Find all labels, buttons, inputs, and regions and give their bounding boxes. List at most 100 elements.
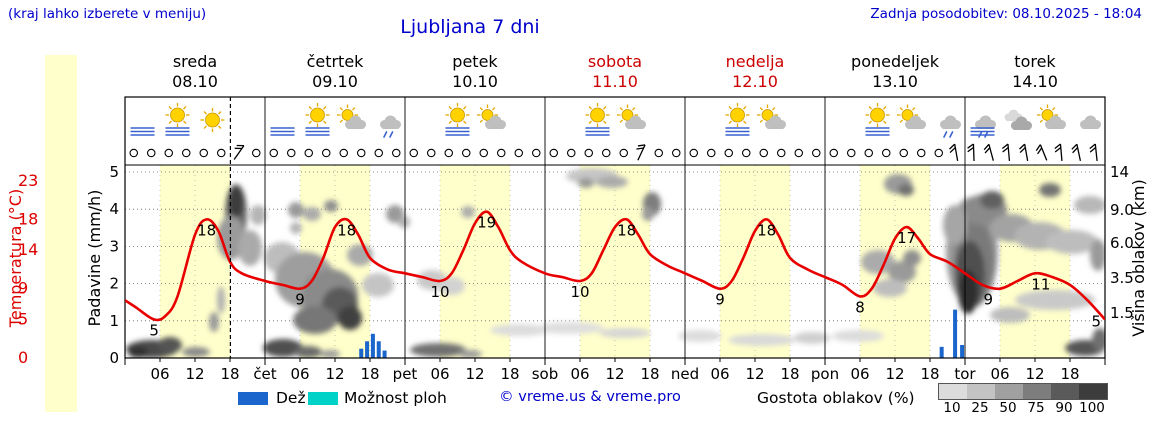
svg-text:9: 9: [984, 291, 994, 309]
weather-icon-moon: [556, 112, 565, 128]
calm-wind-icon: [601, 148, 611, 158]
wind-barb-icon: [1001, 143, 1011, 162]
calm-wind-icon: [339, 148, 348, 158]
copyright-link[interactable]: © vreme.us & vreme.pro: [499, 389, 681, 405]
density-segment: [967, 384, 995, 399]
svg-text:18: 18: [617, 221, 636, 239]
density-segment: [995, 384, 1023, 399]
svg-text:9: 9: [295, 291, 305, 309]
height-ticks: 14 9.0 6.0 3.5 1.5: [1110, 163, 1134, 322]
weather-icon-moon-cloud-rain: [378, 109, 401, 138]
weather-icon-sun-fog: [865, 103, 890, 136]
calm-wind-icon: [269, 148, 278, 158]
svg-text:18: 18: [780, 365, 799, 383]
calm-wind-icon: [286, 148, 296, 158]
weather-icon-moon-cloud-rain: [938, 109, 961, 138]
wind-barb-icon: [1071, 143, 1082, 161]
svg-text:1.5: 1.5: [1110, 304, 1134, 322]
page-title: Ljubljana 7 dni: [400, 16, 540, 38]
svg-text:5: 5: [149, 322, 159, 340]
svg-text:23: 23: [18, 171, 38, 190]
calm-wind-icon: [671, 148, 681, 158]
calm-wind-icon: [899, 148, 908, 158]
calm-wind-icon: [619, 148, 628, 158]
weather-icon-sun-cloud: [1037, 104, 1066, 129]
calm-wind-icon: [321, 148, 331, 158]
weather-icon-cloud2: [1004, 109, 1032, 130]
svg-text:1: 1: [109, 312, 119, 330]
calm-wind-icon: [654, 148, 663, 158]
svg-text:5: 5: [109, 163, 119, 181]
weather-icon-sun-fog: [585, 103, 610, 136]
svg-text:14: 14: [18, 240, 38, 259]
wind-barb-icon: [636, 144, 646, 161]
svg-text:12: 12: [185, 365, 204, 383]
wind-barb-icon: [1089, 143, 1098, 162]
density-tick-label: 50: [999, 400, 1017, 416]
svg-text:pon: pon: [811, 365, 839, 383]
svg-text:06: 06: [710, 365, 729, 383]
weather-icon-sun-fog: [725, 103, 750, 136]
svg-text:pet: pet: [393, 365, 418, 383]
calm-wind-icon: [811, 148, 821, 158]
density-tick-label: 100: [1079, 400, 1105, 416]
calm-wind-icon: [584, 148, 593, 158]
last-update: Zadnja posodobitev: 08.10.2025 - 18:04: [870, 6, 1142, 22]
density-segment: [1023, 384, 1051, 399]
calm-wind-icon: [461, 148, 471, 158]
svg-text:17: 17: [897, 229, 916, 247]
svg-text:14: 14: [1110, 163, 1129, 181]
weather-icon-sun-fog: [305, 103, 330, 136]
svg-text:06: 06: [850, 365, 869, 383]
svg-text:19: 19: [477, 214, 496, 232]
svg-text:06: 06: [990, 365, 1009, 383]
precip-bars: [359, 309, 965, 358]
calm-wind-icon: [846, 148, 856, 158]
weather-icon-moon: [801, 112, 810, 128]
wind-barb-icon: [967, 143, 975, 162]
weather-icon-moon: [836, 112, 845, 128]
svg-text:18: 18: [757, 221, 776, 239]
svg-text:18: 18: [500, 365, 519, 383]
svg-text:3: 3: [109, 237, 119, 255]
svg-text:9: 9: [715, 291, 725, 309]
weather-icon-sun-cloud: [617, 104, 646, 129]
svg-text:4: 4: [109, 200, 119, 218]
calm-wind-icon: [304, 148, 313, 158]
density-tick-label: 10: [943, 400, 961, 416]
svg-text:12: 12: [885, 365, 904, 383]
weather-icon-sun-fog: [165, 103, 190, 136]
weather-icon-moon: [661, 112, 670, 128]
density-segment: [1079, 384, 1107, 399]
svg-text:12: 12: [605, 365, 624, 383]
weather-icon-sun-cloud: [477, 104, 506, 129]
density-tick-label: 75: [1027, 400, 1045, 416]
svg-text:10: 10: [430, 283, 449, 301]
svg-text:9: 9: [18, 279, 28, 298]
calm-wind-icon: [182, 148, 191, 158]
calm-wind-icon: [864, 148, 873, 158]
weather-icon-moon: [241, 112, 250, 128]
showers-legend-label: Možnost ploh: [344, 389, 447, 407]
rain-legend-swatch: [238, 392, 268, 405]
svg-text:9.0: 9.0: [1110, 201, 1134, 219]
svg-text:18: 18: [337, 221, 356, 239]
density-tick-label: 90: [1055, 400, 1073, 416]
svg-text:6.0: 6.0: [1110, 234, 1134, 252]
curve-labels: 18 18 19 18 18 17 11 5 9 10 10 9 8 9 5: [149, 214, 1101, 340]
calm-wind-icon: [934, 148, 943, 158]
svg-text:0: 0: [18, 348, 28, 367]
calm-wind-icon: [426, 148, 436, 158]
wind-barb-icon: [233, 144, 245, 160]
svg-text:18: 18: [220, 365, 239, 383]
svg-text:18: 18: [197, 221, 216, 239]
svg-text:12: 12: [325, 365, 344, 383]
cloud-density-label: Gostota oblakov (%): [757, 389, 915, 407]
cloud-density-gradient: [938, 383, 1108, 400]
wind-barb-icon: [1019, 143, 1029, 161]
svg-text:18: 18: [640, 365, 659, 383]
svg-text:10: 10: [570, 283, 589, 301]
weather-icon-moon-fog: [270, 107, 295, 136]
